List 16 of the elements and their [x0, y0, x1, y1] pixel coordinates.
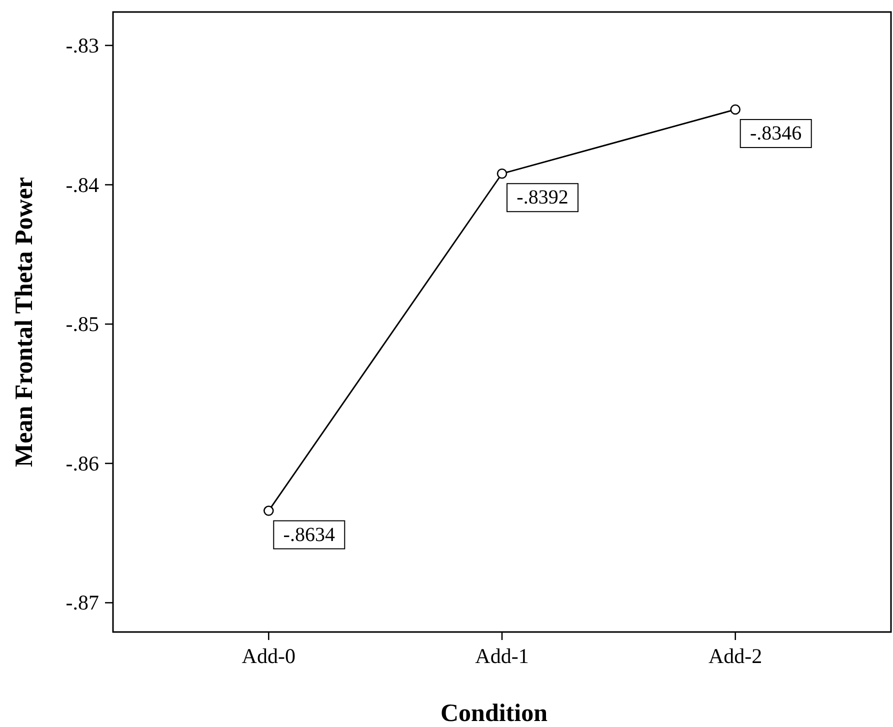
data-label: -.8346 — [750, 122, 802, 145]
y-tick-label: -.84 — [66, 172, 100, 197]
x-tick-label: Add-0 — [242, 644, 296, 668]
point — [496, 168, 508, 179]
y-tick-label: -.86 — [66, 451, 99, 476]
y-tick-label: -.85 — [66, 312, 99, 336]
point — [263, 506, 274, 516]
data-label: -.8634 — [283, 524, 335, 546]
y-axis-title: Mean Frontal Theta Power — [11, 176, 38, 468]
y-tick-label: -.87 — [66, 590, 99, 615]
point — [730, 104, 741, 115]
y-tick-label: -.83 — [66, 33, 99, 58]
data-label: -.8392 — [516, 186, 568, 209]
x-tick-label: Add-2 — [708, 644, 762, 668]
x-axis-title: Condition — [440, 700, 548, 727]
x-tick-label: Add-1 — [475, 644, 529, 668]
